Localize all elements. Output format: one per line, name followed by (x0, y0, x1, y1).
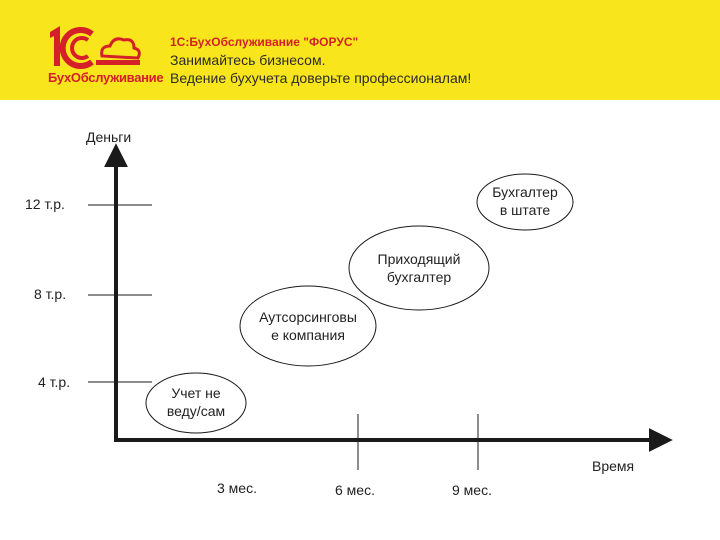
y-tick-label: 12 т.р. (25, 196, 65, 212)
company-name: 1С:БухОбслуживание "ФОРУС" (170, 35, 359, 49)
x-tick-label: 3 мес. (217, 480, 257, 496)
bubble-outsourcing-text: Аутсорсинговы е компания (240, 308, 376, 344)
y-tick-label: 4 т.р. (38, 374, 71, 390)
bubble-line: Аутсорсинговы (259, 309, 357, 325)
1c-logo-icon (50, 26, 141, 69)
bubble-staff (476, 173, 574, 231)
bubble-line: Бухгалтер (492, 184, 558, 200)
logo-caption: БухОбслуживание (48, 70, 164, 85)
header-banner (0, 0, 720, 100)
bubble-staff-text: Бухгалтер в штате (477, 183, 573, 219)
bubble-line: веду/сам (166, 403, 226, 419)
bubble-visiting-text: Приходящий бухгалтер (349, 250, 489, 286)
bubble-line: е компания (271, 327, 345, 343)
tagline-line-2: Ведение бухучета доверьте профессионалам… (170, 70, 472, 86)
bubble-line: в штате (499, 202, 551, 218)
bubble-self-text: Учет не веду/сам (146, 384, 246, 420)
y-axis-label: Деньги (86, 129, 132, 145)
y-tick-label: 8 т.р. (34, 286, 67, 302)
bubble-outsourcing (239, 285, 377, 367)
bubble-line: бухгалтер (386, 269, 452, 285)
x-axis-label: Время (592, 458, 635, 474)
bubble-self (145, 372, 247, 434)
bubble-visiting (348, 225, 490, 311)
bubble-line: Учет не (171, 385, 221, 401)
x-tick-label: 9 мес. (452, 482, 492, 498)
bubble-line: Приходящий (377, 251, 461, 267)
tagline-line-1: Занимайтесь бизнесом. (170, 52, 326, 68)
x-tick-label: 6 мес. (335, 482, 375, 498)
